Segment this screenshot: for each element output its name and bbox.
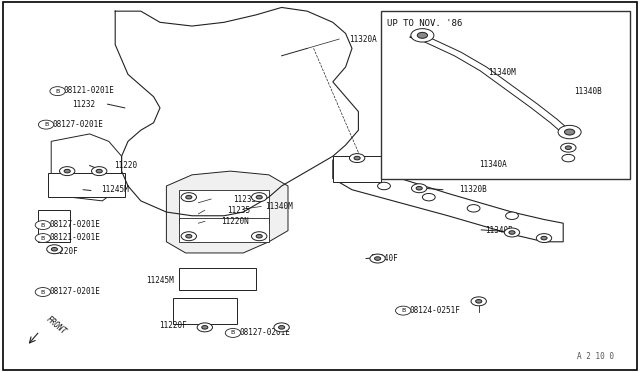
Text: B: B [41,289,45,295]
Text: B: B [231,330,235,336]
Text: 11340B: 11340B [574,87,602,96]
Bar [173,298,237,324]
Text: A 2 10 0: A 2 10 0 [577,352,614,361]
Polygon shape [51,134,122,201]
Text: 11220N: 11220N [221,217,248,226]
Circle shape [64,169,70,173]
Circle shape [504,228,520,237]
Text: 08127-0201E: 08127-0201E [52,120,103,129]
Text: 08127-0201E: 08127-0201E [49,220,100,229]
Circle shape [411,29,434,42]
Bar [179,268,256,290]
Bar [48,173,125,197]
Polygon shape [333,156,563,242]
Bar [179,190,269,223]
Circle shape [561,143,576,152]
Circle shape [378,182,390,190]
Text: 11340B: 11340B [485,226,513,235]
Circle shape [186,195,192,199]
Circle shape [38,120,54,129]
Circle shape [278,326,285,329]
Circle shape [422,193,435,201]
Text: B: B [41,235,45,241]
Text: 11245M: 11245M [101,185,129,194]
Text: 11320: 11320 [440,165,463,174]
Circle shape [412,184,427,193]
Text: 11245M: 11245M [146,276,173,285]
Text: UP TO NOV. '86: UP TO NOV. '86 [387,19,463,28]
Circle shape [374,257,381,260]
Circle shape [96,169,102,173]
Circle shape [186,234,192,238]
Circle shape [354,156,360,160]
Text: 11340F: 11340F [370,254,397,263]
Text: 11320B: 11320B [460,185,487,194]
Circle shape [536,234,552,243]
Circle shape [181,232,196,241]
Bar [381,11,630,179]
Text: 08121-0201E: 08121-0201E [64,86,115,95]
Circle shape [197,323,212,332]
Circle shape [349,154,365,163]
Text: B: B [401,308,405,313]
Polygon shape [410,33,570,134]
Circle shape [565,146,572,150]
Circle shape [417,32,428,38]
Bar [333,156,381,182]
Text: B: B [41,222,45,228]
Circle shape [476,299,482,303]
Circle shape [35,288,51,296]
Circle shape [35,221,51,230]
Text: 08127-0201E: 08127-0201E [239,328,290,337]
Circle shape [202,326,208,329]
Text: 11220: 11220 [114,161,137,170]
Text: 11340A: 11340A [479,160,506,169]
Text: 08124-0251F: 08124-0251F [410,306,460,315]
Circle shape [47,245,62,254]
Circle shape [92,167,107,176]
Circle shape [51,247,58,251]
Circle shape [60,167,75,176]
Circle shape [252,193,267,202]
Circle shape [50,87,65,96]
Text: 08121-0201E: 08121-0201E [49,233,100,242]
Text: 11232: 11232 [72,100,95,109]
Circle shape [256,234,262,238]
Text: 11233: 11233 [234,195,257,203]
Circle shape [541,236,547,240]
Text: 11320A: 11320A [349,35,376,44]
Circle shape [370,254,385,263]
Circle shape [181,193,196,202]
Circle shape [416,186,422,190]
Bar [179,218,269,242]
Circle shape [396,306,411,315]
Circle shape [509,231,515,234]
Circle shape [558,125,581,139]
Text: FRONT: FRONT [45,315,68,337]
Bar [38,210,70,242]
Text: 11340M: 11340M [266,202,293,211]
Text: 11235: 11235 [227,206,250,215]
Text: B: B [56,89,60,94]
Text: 08127-0201E: 08127-0201E [49,287,100,296]
Circle shape [35,234,51,243]
Polygon shape [166,171,288,253]
Circle shape [562,154,575,162]
Text: 11220F: 11220F [159,321,186,330]
Circle shape [564,129,575,135]
Circle shape [274,323,289,332]
Circle shape [506,212,518,219]
Text: 11220F: 11220F [50,247,77,256]
Text: B: B [44,122,48,127]
Circle shape [256,195,262,199]
Circle shape [467,205,480,212]
Text: 11340M: 11340M [488,68,515,77]
Circle shape [471,297,486,306]
Circle shape [225,328,241,337]
Circle shape [252,232,267,241]
